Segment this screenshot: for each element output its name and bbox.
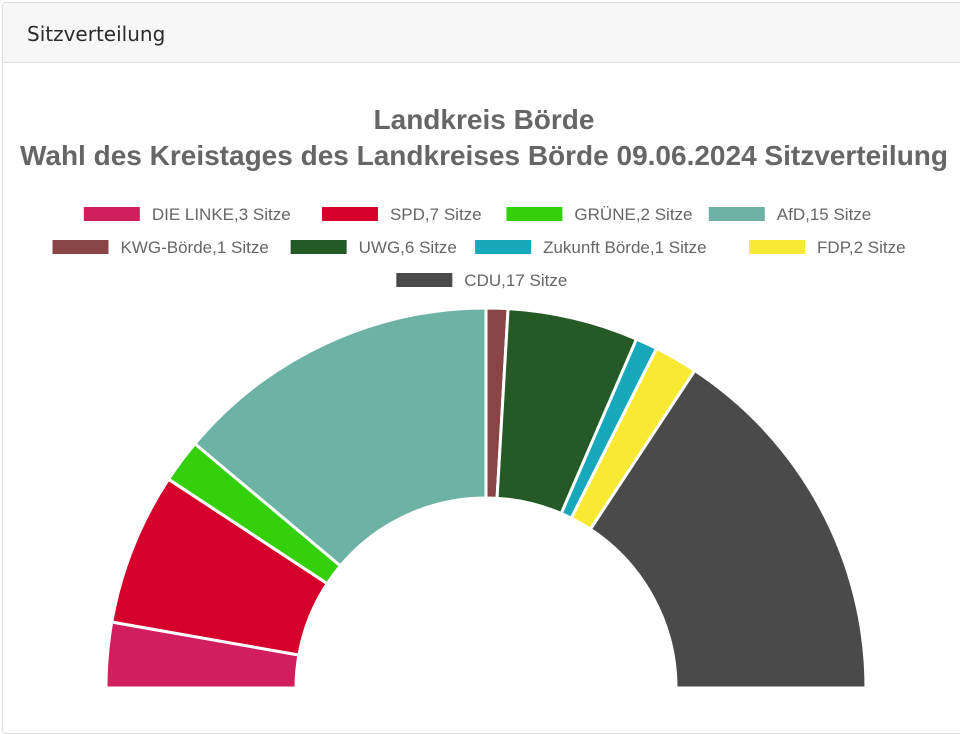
chart-legend: DIE LINKE,3 Sitze SPD,7 Sitze GRÜNE,2 Sitz…	[52, 205, 906, 290]
legend-swatch-kwg-b-rde	[52, 240, 109, 254]
legend-label-afd[interactable]: AfD,15 Sitze	[777, 205, 872, 224]
legend-label-fdp[interactable]: FDP,2 Sitze	[817, 238, 906, 257]
legend-swatch-zukunft-b-rde	[475, 240, 532, 254]
slice-afd[interactable]	[193, 306, 488, 568]
legend-label-uwg[interactable]: UWG,6 Sitze	[359, 238, 457, 257]
slice-cdu[interactable]	[588, 369, 868, 690]
chart-title-line-1: Landkreis Börde	[374, 104, 595, 135]
legend-swatch-uwg	[290, 240, 347, 254]
chart-slices	[104, 306, 868, 690]
legend-swatch-gr-ne	[506, 207, 563, 221]
legend-swatch-fdp	[749, 240, 806, 254]
legend-swatch-die-linke	[83, 207, 140, 221]
legend-swatch-afd	[708, 207, 765, 221]
legend-swatch-cdu	[396, 273, 453, 287]
legend-label-die-linke[interactable]: DIE LINKE,3 Sitze	[152, 205, 291, 224]
legend-swatch-spd	[321, 207, 378, 221]
legend-label-cdu[interactable]: CDU,17 Sitze	[464, 271, 567, 290]
seat-chart: Landkreis Börde Wahl des Kreistages des …	[20, 104, 948, 690]
card-header-title: Sitzverteilung	[27, 22, 166, 46]
legend-label-spd[interactable]: SPD,7 Sitze	[390, 205, 482, 224]
legend-label-zukunft-b-rde[interactable]: Zukunft Börde,1 Sitze	[543, 238, 706, 257]
legend-label-kwg-b-rde[interactable]: KWG-Börde,1 Sitze	[121, 238, 269, 257]
legend-label-gr-ne[interactable]: GRÜNE,2 Sitze	[574, 205, 692, 224]
chart-title-line-2: Wahl des Kreistages des Landkreises Börd…	[20, 140, 948, 171]
card-header: Sitzverteilung	[3, 3, 960, 63]
